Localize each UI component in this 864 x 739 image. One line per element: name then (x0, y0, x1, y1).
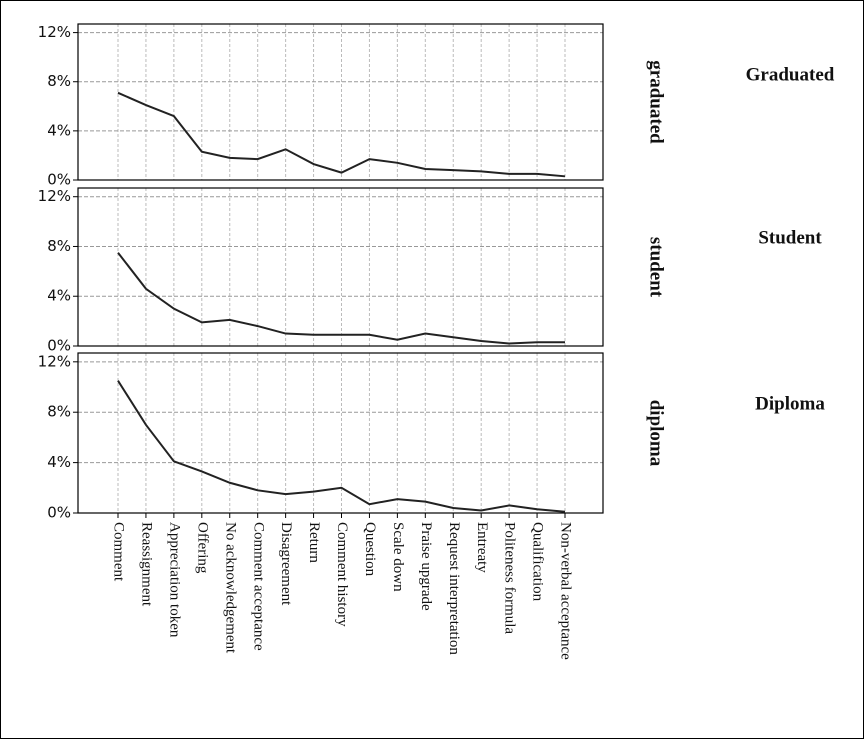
x-tick-label: Politeness formula (502, 522, 518, 634)
x-tick-label: Qualification (530, 522, 546, 602)
facet-label: graduated (646, 60, 667, 144)
plot-area (78, 188, 603, 346)
data-line (117, 380, 566, 513)
x-tick-label: Comment acceptance (250, 522, 266, 651)
plot-border (77, 187, 604, 347)
plot-area (78, 24, 603, 180)
y-tick-label: 0% (47, 171, 71, 189)
y-tick-label: 4% (47, 287, 71, 305)
x-tick-label: Entreaty (474, 522, 490, 573)
x-tick-label: Reassignment (139, 522, 155, 607)
x-tick-label: Return (306, 522, 322, 563)
x-tick-label: Question (362, 522, 378, 577)
y-tick-label: 4% (47, 121, 71, 139)
y-tick-label: 0% (47, 337, 71, 355)
x-tick-label: Request interpretation (446, 522, 462, 655)
y-tick-label: 8% (47, 403, 71, 421)
x-tick-label: Non-verbal acceptance (558, 522, 574, 660)
row-label: Graduated (746, 64, 835, 85)
data-line (117, 252, 565, 345)
row-label: Student (758, 227, 822, 248)
y-tick-label: 4% (47, 453, 71, 471)
y-tick-label: 0% (47, 504, 71, 522)
plot-border (77, 23, 604, 181)
x-tick-label: Offering (194, 522, 210, 574)
x-tick-label: Appreciation token (166, 522, 182, 638)
x-tick-label: Praise upgrade (418, 522, 434, 611)
x-tick-label: Scale down (390, 522, 406, 592)
data-line (117, 91, 566, 178)
y-tick-label: 8% (47, 72, 71, 90)
plot-area (78, 353, 603, 513)
y-tick-label: 12% (38, 352, 71, 370)
x-tick-label: No acknowledgement (222, 522, 238, 654)
y-tick-label: 8% (47, 237, 71, 255)
x-tick-label: Comment (111, 522, 127, 582)
x-tick-label: Comment history (334, 522, 350, 627)
y-tick-label: 12% (38, 23, 71, 41)
facet-label: diploma (646, 400, 667, 467)
facet-label: student (646, 237, 667, 298)
row-label: Diploma (755, 393, 825, 414)
plot-border (77, 352, 604, 514)
x-tick-label: Disagreement (278, 522, 294, 606)
y-tick-label: 12% (38, 187, 71, 205)
